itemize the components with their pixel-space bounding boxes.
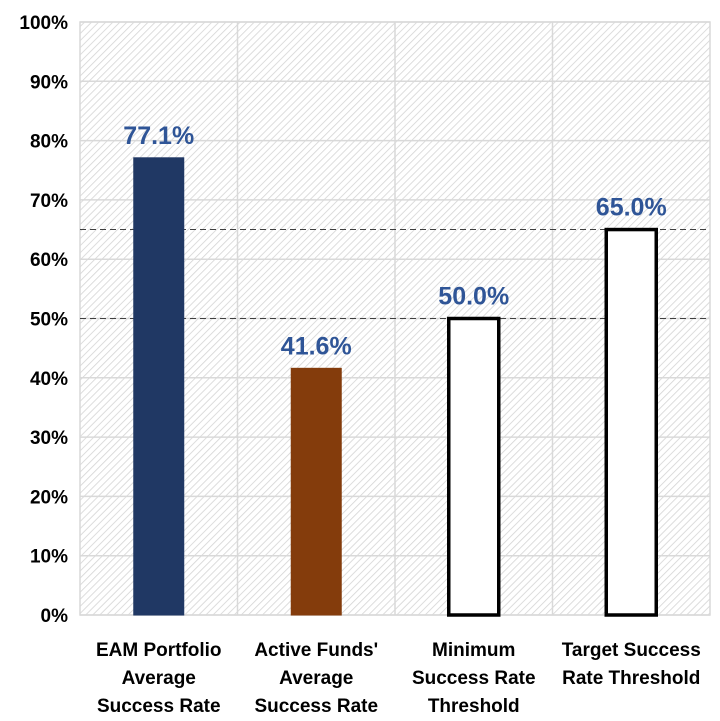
y-tick-label: 70% [30, 191, 68, 212]
category-label: Success Rate [412, 668, 536, 689]
data-label: 41.6% [281, 332, 352, 360]
category-label: Active Funds' [254, 640, 378, 661]
bar [133, 157, 185, 616]
category-label: Success Rate [97, 696, 221, 717]
y-tick-label: 100% [19, 13, 68, 34]
y-tick-label: 80% [30, 132, 68, 153]
category-label: Success Rate [254, 696, 378, 717]
category-label: Threshold [428, 696, 520, 717]
data-label: 77.1% [123, 122, 194, 150]
y-tick-label: 90% [30, 72, 68, 93]
y-tick-label: 20% [30, 487, 68, 508]
y-tick-label: 0% [41, 606, 69, 627]
category-label: Minimum [432, 640, 515, 661]
y-tick-label: 60% [30, 250, 68, 271]
bar [447, 316, 501, 617]
bar [290, 367, 342, 616]
y-tick-label: 40% [30, 369, 68, 390]
category-label: Average [122, 668, 196, 689]
data-label: 50.0% [438, 283, 509, 311]
category-label: Target Success [562, 640, 701, 661]
y-tick-label: 10% [30, 547, 68, 568]
y-tick-label: 50% [30, 310, 68, 331]
data-label: 65.0% [596, 194, 667, 222]
category-label: Rate Threshold [562, 668, 700, 689]
category-label: Average [279, 668, 353, 689]
bar [604, 227, 658, 617]
y-tick-label: 30% [30, 428, 68, 449]
category-label: EAM Portfolio [96, 640, 222, 661]
